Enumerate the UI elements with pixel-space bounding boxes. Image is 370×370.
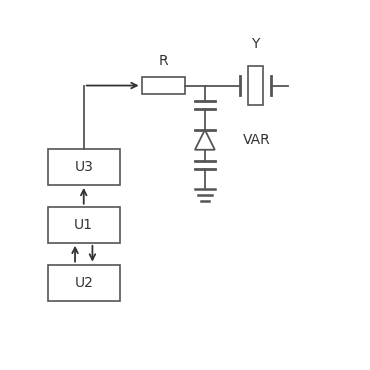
Text: R: R xyxy=(158,54,168,68)
Text: Y: Y xyxy=(251,37,260,51)
Text: U1: U1 xyxy=(74,218,93,232)
Text: U2: U2 xyxy=(74,276,93,290)
FancyBboxPatch shape xyxy=(48,265,120,301)
FancyBboxPatch shape xyxy=(48,207,120,243)
FancyBboxPatch shape xyxy=(48,149,120,185)
FancyBboxPatch shape xyxy=(142,77,185,94)
Text: VAR: VAR xyxy=(243,133,270,147)
FancyBboxPatch shape xyxy=(248,65,263,105)
Text: U3: U3 xyxy=(74,160,93,174)
